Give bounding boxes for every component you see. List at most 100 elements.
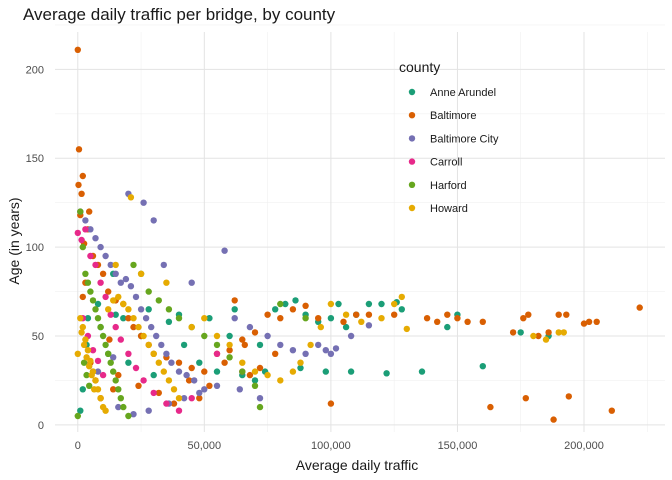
data-point-harford <box>213 341 221 349</box>
data-point-baltimore <box>365 311 373 318</box>
data-point-howard <box>358 318 365 325</box>
data-point-baltimore <box>550 416 557 423</box>
data-point-howard <box>82 336 89 343</box>
data-point-anne-arundel <box>94 300 102 308</box>
data-point-baltimore-city <box>112 270 119 277</box>
data-point-baltimore <box>454 315 461 322</box>
data-point-baltimore-city <box>277 341 284 349</box>
data-point-anne-arundel <box>77 407 84 414</box>
y-tick-label: 0 <box>38 420 44 432</box>
data-point-baltimore-city <box>92 235 99 242</box>
data-point-carroll <box>78 236 85 244</box>
data-point-baltimore-city <box>236 386 243 393</box>
data-point-howard <box>239 359 246 366</box>
data-point-baltimore-city <box>327 350 335 357</box>
data-point-anne-arundel <box>383 370 390 377</box>
data-point-baltimore <box>522 395 529 402</box>
data-point-anne-arundel <box>444 323 451 331</box>
legend-label-harford: Harford <box>430 180 467 192</box>
data-point-harford <box>107 359 114 366</box>
data-point-baltimore <box>241 341 248 349</box>
data-point-howard <box>102 407 109 414</box>
data-point-harford <box>82 270 89 277</box>
data-point-anne-arundel <box>347 368 355 375</box>
legend-key-anne-arundel <box>408 88 416 96</box>
data-point-harford <box>155 297 162 304</box>
data-point-howard <box>530 332 537 340</box>
data-point-howard <box>307 341 314 349</box>
data-point-baltimore-city <box>231 315 238 322</box>
data-point-baltimore-city <box>221 247 228 254</box>
data-point-howard <box>80 341 88 349</box>
data-point-anne-arundel <box>150 371 157 379</box>
data-point-baltimore-city <box>153 332 160 340</box>
data-point-howard <box>170 386 178 393</box>
data-point-howard <box>127 194 135 201</box>
legend-label-baltimore: Baltimore <box>430 110 476 122</box>
data-point-baltimore <box>272 350 279 357</box>
data-point-howard <box>317 323 324 331</box>
legend-label-anne-arundel: Anne Arundel <box>430 87 496 99</box>
legend: county Anne Arundel Baltimore Baltimore Ci… <box>399 59 499 215</box>
data-point-baltimore-city <box>130 411 137 418</box>
data-point-baltimore-city <box>201 386 208 393</box>
legend-key-howard <box>408 204 416 212</box>
data-point-harford <box>175 315 183 322</box>
data-point-baltimore <box>74 46 82 53</box>
data-point-howard <box>264 371 271 379</box>
data-point-anne-arundel <box>342 323 350 331</box>
data-point-harford <box>117 395 125 402</box>
y-axis-title: Age (in years) <box>6 197 22 284</box>
data-point-carroll <box>163 400 170 407</box>
y-tick-label: 150 <box>26 153 44 165</box>
data-point-harford <box>302 315 309 322</box>
data-point-anne-arundel <box>517 329 524 336</box>
data-point-howard <box>277 377 284 384</box>
data-point-howard <box>137 270 145 277</box>
x-tick-label: 150,000 <box>438 440 478 452</box>
data-point-howard <box>226 341 233 349</box>
data-point-baltimore-city <box>82 217 89 224</box>
chart-title: Average daily traffic per bridge, by cou… <box>23 5 336 24</box>
data-point-harford <box>83 371 90 379</box>
data-point-baltimore <box>79 293 87 301</box>
data-point-howard <box>130 315 137 322</box>
data-point-baltimore-city <box>117 279 125 286</box>
data-point-baltimore <box>170 400 178 407</box>
data-point-howard <box>88 371 95 379</box>
data-point-harford <box>74 412 82 420</box>
data-point-harford <box>120 403 127 411</box>
data-point-baltimore <box>155 389 162 397</box>
data-point-harford <box>125 412 132 420</box>
data-point-howard <box>86 363 93 370</box>
data-point-baltimore <box>391 311 398 318</box>
data-point-baltimore <box>593 318 600 325</box>
data-point-baltimore <box>289 306 297 313</box>
data-point-carroll <box>125 350 132 357</box>
data-point-baltimore <box>555 311 562 318</box>
data-point-howard <box>327 300 335 308</box>
data-point-harford <box>99 332 107 340</box>
data-point-howard <box>110 297 117 304</box>
data-point-carroll <box>74 229 82 237</box>
data-point-baltimore-city <box>94 368 102 375</box>
data-point-carroll <box>117 336 125 343</box>
data-point-baltimore-city <box>150 217 157 224</box>
data-point-baltimore <box>563 311 570 318</box>
data-point-howard <box>289 368 297 375</box>
x-tick-label: 200,000 <box>564 440 604 452</box>
legend-key-harford <box>408 181 416 188</box>
data-point-baltimore-city <box>145 407 152 414</box>
data-point-carroll <box>140 377 147 384</box>
data-point-baltimore <box>277 315 284 322</box>
data-point-baltimore-city <box>191 377 198 384</box>
x-tick-label: 0 <box>75 440 81 452</box>
data-point-anne-arundel <box>365 300 373 308</box>
plot-grid <box>55 24 665 432</box>
data-point-baltimore <box>231 297 238 304</box>
data-point-baltimore-city <box>163 350 170 357</box>
data-point-harford <box>145 288 152 295</box>
data-point-anne-arundel <box>180 341 188 349</box>
data-point-carroll <box>175 407 183 414</box>
data-point-harford <box>105 350 112 357</box>
